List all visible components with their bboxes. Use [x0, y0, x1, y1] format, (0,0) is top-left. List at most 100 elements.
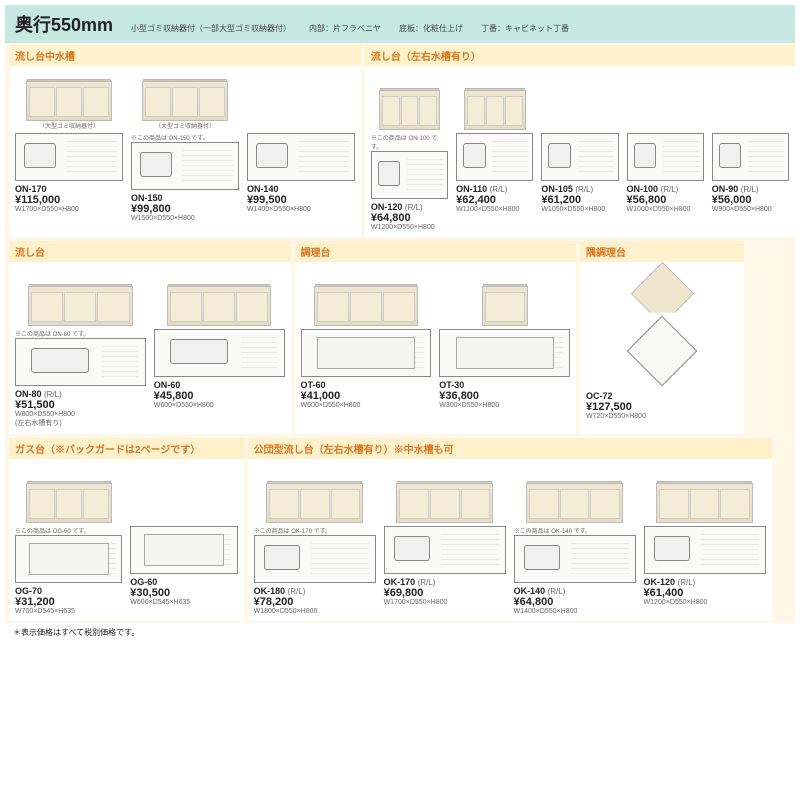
- model-code: ON-120 (R/L): [371, 202, 448, 212]
- price: ¥62,400: [456, 194, 533, 206]
- plan-drawing: [627, 133, 704, 181]
- cabinet-sublabel: （大型ゴミ収納器付）: [39, 121, 99, 130]
- footnote: ＊表示価格はすべて税別価格です。: [5, 623, 795, 642]
- model-code: ON-90 (R/L): [712, 184, 789, 194]
- plan-drawing: [541, 133, 618, 181]
- price: ¥30,500: [130, 587, 237, 599]
- dimensions: W1700×D550×H800: [384, 599, 506, 606]
- section-title: 隅調理台: [580, 241, 744, 262]
- model-code: ON-105 (R/L): [541, 184, 618, 194]
- section: 流し台（左右水槽有り） ※この商品は ON-100 です。 ON-120 (R/…: [365, 45, 795, 237]
- model-code: OK-180 (R/L): [254, 586, 376, 596]
- variant: (R/L): [741, 185, 759, 194]
- row-3: ガス台（※バックガードは2ページです） ※この商品は OG-60 です。 OG-…: [5, 436, 795, 623]
- header-bar: 奥行550mm 小型ゴミ収納器付（一部大型ゴミ収納器付） 内部：片フラベニヤ 底…: [5, 5, 795, 43]
- product-item: （大型ゴミ収納器付） ※この商品は ON-150 です。 ON-150¥99,8…: [131, 70, 239, 222]
- cabinet-illustration: （大型ゴミ収納器付）: [131, 70, 239, 130]
- section: 流し台中水槽 （大型ゴミ収納器付） ON-170¥115,000W1700×D5…: [9, 45, 361, 237]
- dimensions: W1100×D550×H800: [456, 206, 533, 213]
- cabinet-illustration: [15, 266, 146, 326]
- product-item: ※この商品は OG-60 です。 OG-70¥31,200W700×D545×H…: [15, 463, 122, 615]
- cabinet-illustration: [301, 266, 432, 326]
- section: ガス台（※バックガードは2ページです） ※この商品は OG-60 です。 OG-…: [9, 438, 244, 621]
- note: ※この商品は OG-60 です。: [15, 526, 122, 535]
- plan-drawing: [301, 329, 432, 377]
- variant: (R/L): [405, 203, 423, 212]
- plan-drawing: [644, 526, 766, 574]
- plan-drawing: [15, 535, 122, 583]
- model-code: OK-140 (R/L): [514, 586, 636, 596]
- header-spec-0: 小型ゴミ収納器付（一部大型ゴミ収納器付）: [131, 23, 291, 34]
- dimensions: W600×D550×H800: [301, 402, 432, 409]
- product-item: ※この商品は ON-80 です。 ON-80 (R/L)¥51,500W800×…: [15, 266, 146, 428]
- dimensions: W1500×D550×H800: [131, 215, 239, 222]
- model-code: ON-100 (R/L): [627, 184, 704, 194]
- row-2: 流し台 ※この商品は ON-80 です。 ON-80 (R/L)¥51,500W…: [5, 239, 795, 436]
- variant: (R/L): [490, 185, 508, 194]
- dimensions: W600×D550×H800: [154, 402, 285, 409]
- cabinet-illustration: [456, 70, 533, 130]
- product-item: ON-105 (R/L)¥61,200W1050×D550×H800: [541, 70, 618, 231]
- product-item: OC-72¥127,500W720×D550×H800: [586, 266, 738, 420]
- note: ※この商品は OK-140 です。: [514, 526, 636, 535]
- price: ¥45,800: [154, 390, 285, 402]
- catalog-page: 奥行550mm 小型ゴミ収納器付（一部大型ゴミ収納器付） 内部：片フラベニヤ 底…: [5, 5, 795, 642]
- product-item: OT-60¥41,000W600×D550×H800: [301, 266, 432, 409]
- cabinet-illustration: [15, 463, 122, 523]
- variant: (R/L): [548, 587, 566, 596]
- cabinet-illustration: [254, 463, 376, 523]
- section-title: 流し台: [9, 241, 291, 262]
- price: ¥99,800: [131, 203, 239, 215]
- dimensions: W300×D550×H800: [439, 402, 570, 409]
- model-code: ON-170: [15, 184, 123, 194]
- dimensions: W700×D545×H635: [15, 608, 122, 615]
- note: ※この商品は ON-150 です。: [131, 133, 239, 142]
- price: ¥127,500: [586, 401, 738, 413]
- model-code: OG-60: [130, 577, 237, 587]
- model-code: OC-72: [586, 391, 738, 401]
- section: 調理台 OT-60¥41,000W600×D550×H800 OT-30¥36,…: [295, 241, 577, 434]
- variant: (R/L): [678, 578, 696, 587]
- plan-drawing: [131, 142, 239, 190]
- product-item: （大型ゴミ収納器付） ON-170¥115,000W1700×D550×H800: [15, 70, 123, 222]
- dimensions: W800×D550×H800: [15, 411, 146, 418]
- section-title: ガス台（※バックガードは2ページです）: [9, 438, 244, 459]
- plan-drawing: [712, 133, 789, 181]
- cabinet-illustration: [371, 70, 448, 130]
- price: ¥64,800: [514, 596, 636, 608]
- header-spec-2: 底板：化粧仕上げ: [399, 23, 463, 34]
- cabinet-illustration: [514, 463, 636, 523]
- price: ¥69,800: [384, 587, 506, 599]
- header-spec-1: 内部：片フラベニヤ: [309, 23, 381, 34]
- cabinet-illustration: [644, 463, 766, 523]
- plan-drawing: [439, 329, 570, 377]
- dimensions: W1400×D550×H800: [247, 206, 355, 213]
- corner-cabinet-illustration: [632, 266, 692, 316]
- variant: (R/L): [575, 185, 593, 194]
- price: ¥56,800: [627, 194, 704, 206]
- dimensions: W1200×D550×H800: [644, 599, 766, 606]
- variant: (R/L): [418, 578, 436, 587]
- section: 公団型流し台（左右水槽有り）※中水槽も可 ※この商品は OK-170 です。 O…: [248, 438, 772, 621]
- dimensions: W1200×D550×H800: [371, 224, 448, 231]
- dimensions: W1050×D550×H800: [541, 206, 618, 213]
- product-item: ON-110 (R/L)¥62,400W1100×D550×H800: [456, 70, 533, 231]
- product-item: OK-170 (R/L)¥69,800W1700×D550×H800: [384, 463, 506, 615]
- variant: (R/L): [44, 390, 62, 399]
- model-code: ON-140: [247, 184, 355, 194]
- cabinet-illustration: [154, 266, 285, 326]
- product-item: ON-140¥99,500W1400×D550×H800: [247, 70, 355, 222]
- price: ¥61,200: [541, 194, 618, 206]
- product-item: ※この商品は OK-140 です。 OK-140 (R/L)¥64,800W14…: [514, 463, 636, 615]
- dimensions: W900×D550×H800: [712, 206, 789, 213]
- product-item: ON-90 (R/L)¥56,000W900×D550×H800: [712, 70, 789, 231]
- product-item: ON-60¥45,800W600×D550×H800: [154, 266, 285, 428]
- price: ¥56,000: [712, 194, 789, 206]
- product-item: ※この商品は ON-100 です。 ON-120 (R/L)¥64,800W12…: [371, 70, 448, 231]
- product-item: ※この商品は OK-170 です。 OK-180 (R/L)¥78,200W18…: [254, 463, 376, 615]
- model-code: OT-60: [301, 380, 432, 390]
- plan-drawing: [514, 535, 636, 583]
- note: ※この商品は ON-100 です。: [371, 133, 448, 151]
- price: ¥64,800: [371, 212, 448, 224]
- row-1: 流し台中水槽 （大型ゴミ収納器付） ON-170¥115,000W1700×D5…: [5, 43, 795, 239]
